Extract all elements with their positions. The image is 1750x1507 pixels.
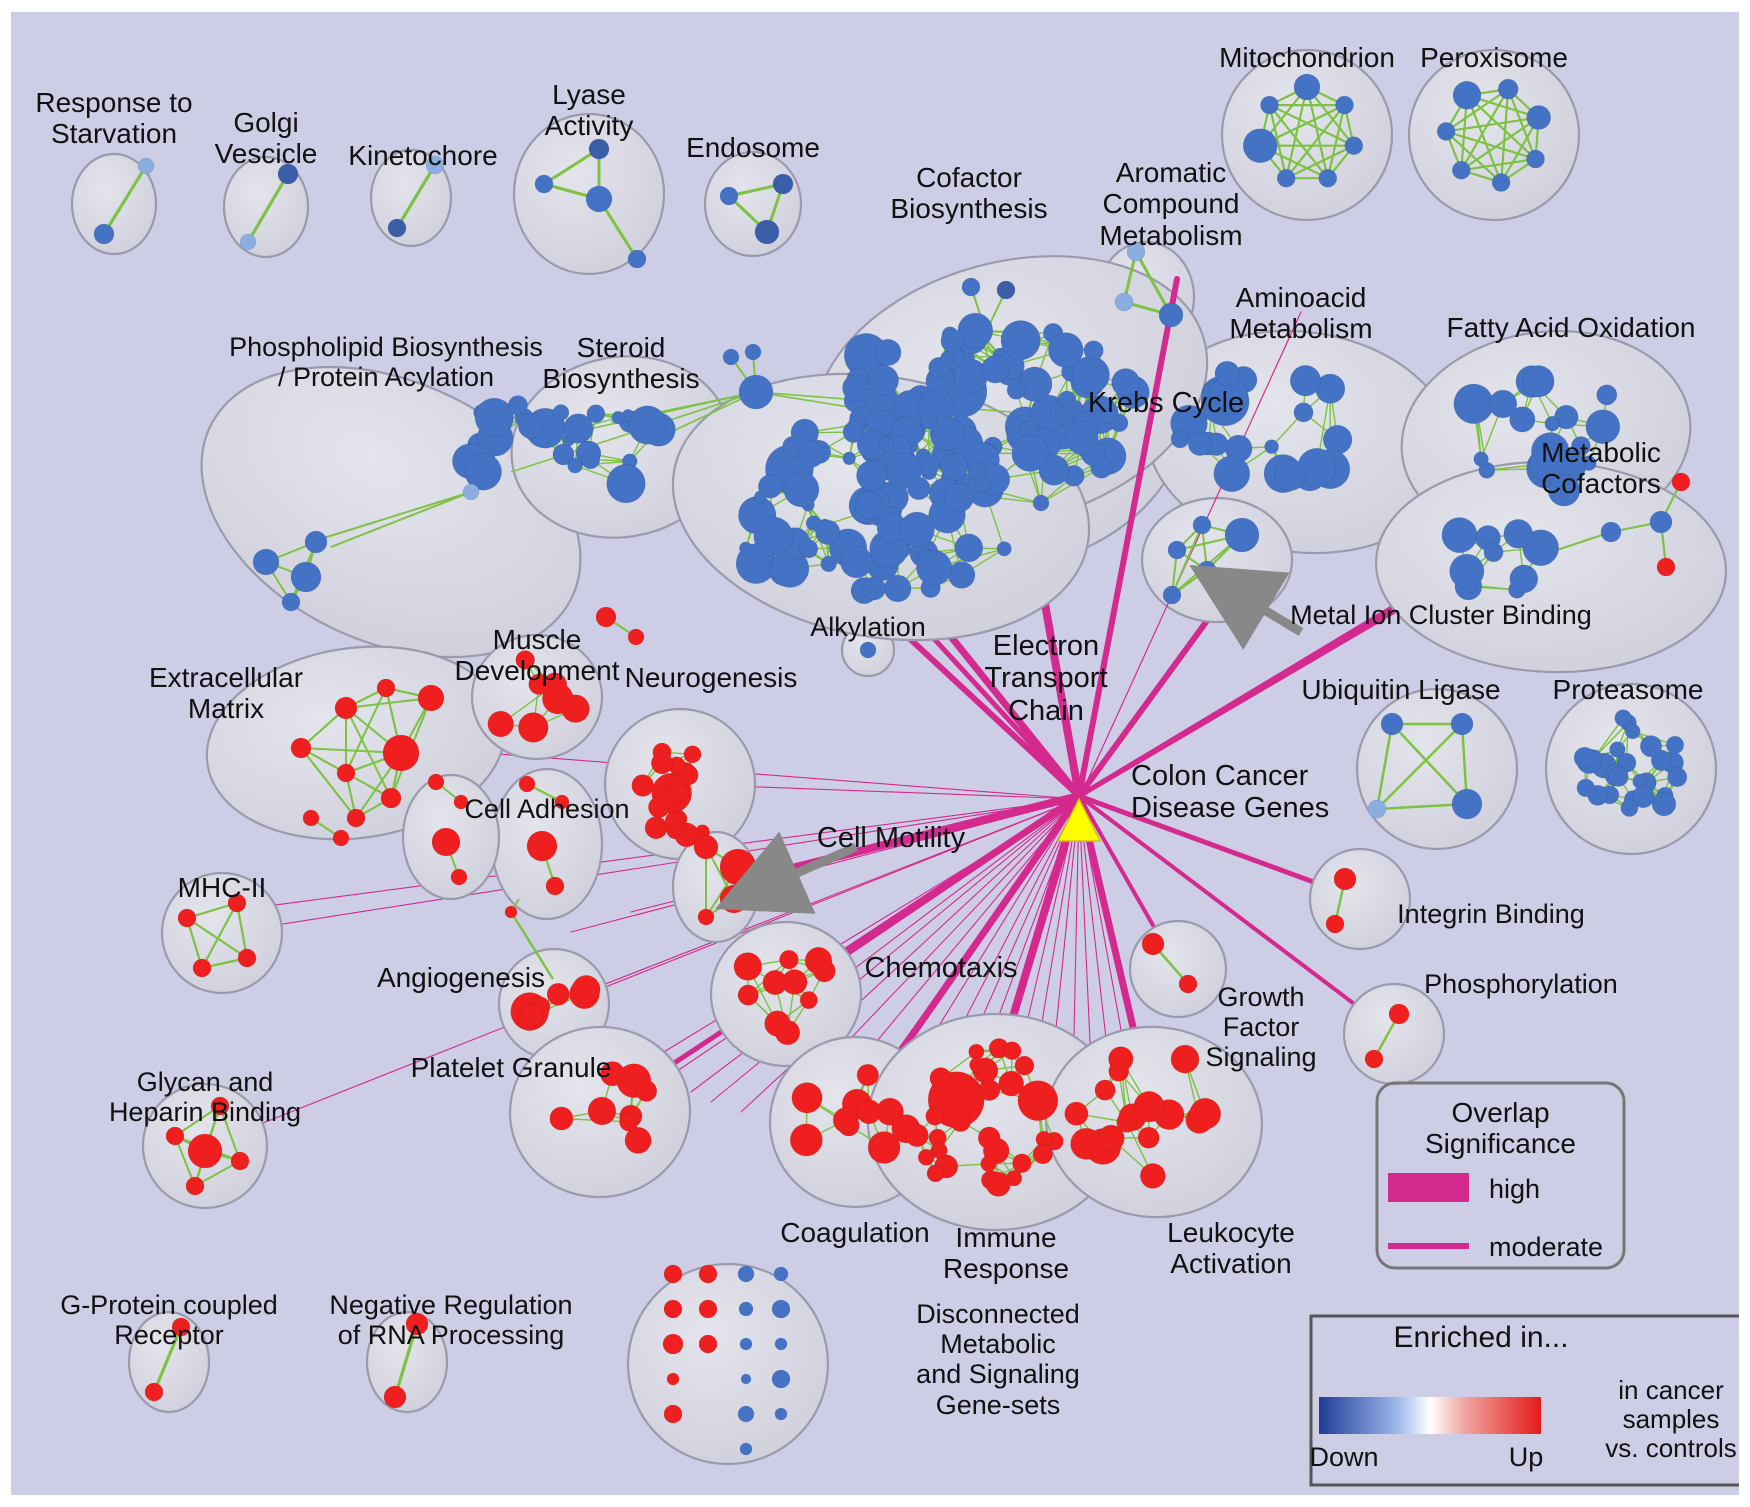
svg-text:moderate: moderate [1489,1232,1603,1262]
svg-text:high: high [1489,1174,1540,1204]
